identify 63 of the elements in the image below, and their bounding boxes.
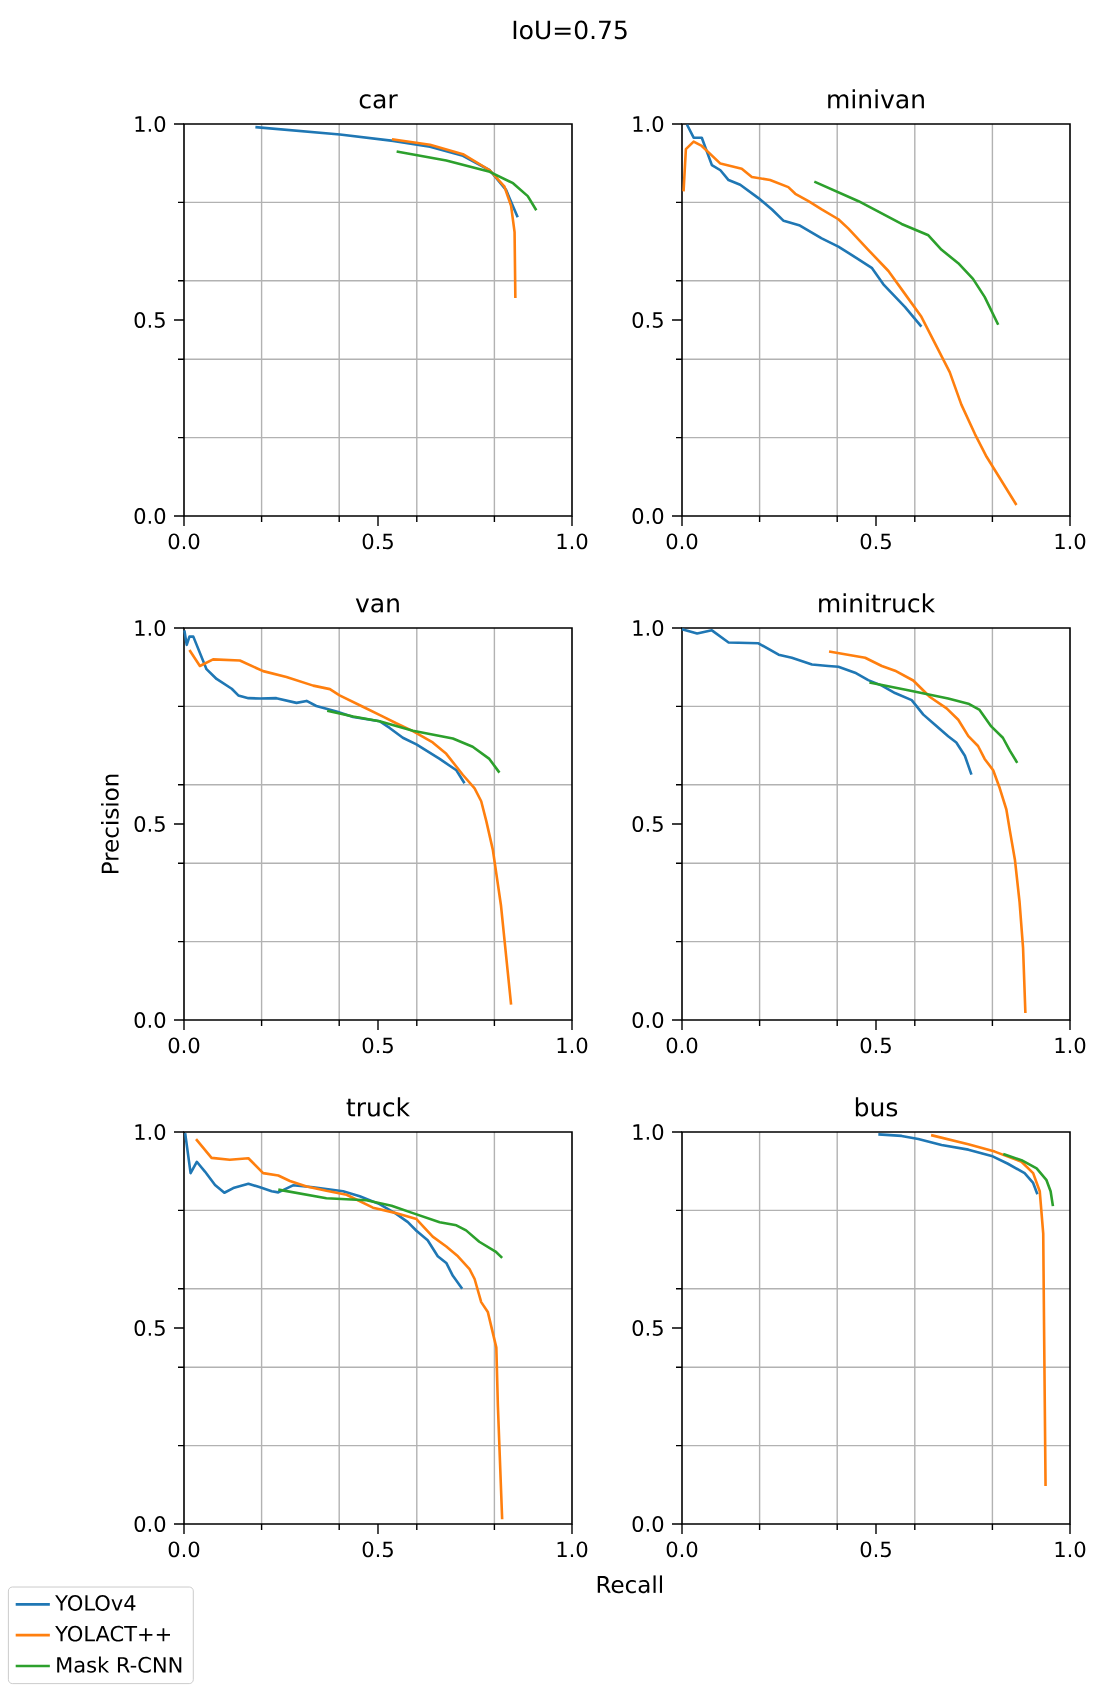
x-tick-label: 1.0 bbox=[1055, 1541, 1086, 1558]
y-tick-label: 1.0 bbox=[135, 620, 166, 636]
line-series bbox=[390, 137, 517, 300]
line-series bbox=[827, 650, 1027, 1015]
x-tick-label: 0.0 bbox=[666, 1541, 698, 1558]
legend-label: YOLOv4 bbox=[55, 1595, 136, 1611]
y-tick-label: 0.5 bbox=[134, 816, 165, 832]
y-tick-label: 0.5 bbox=[134, 1320, 165, 1336]
y-tick-label: 0.5 bbox=[632, 312, 663, 328]
chart-title: bus bbox=[855, 1097, 898, 1117]
y-tick-label: 0.5 bbox=[632, 1320, 663, 1336]
text: IoU=0.75 bbox=[513, 20, 627, 40]
y-tick-label: 1.0 bbox=[633, 1124, 664, 1140]
line-series bbox=[395, 150, 538, 212]
legend-label: YOLACT++ bbox=[55, 1625, 170, 1642]
chart-title: truck bbox=[346, 1097, 410, 1117]
line-series bbox=[877, 1133, 1039, 1196]
line-series bbox=[194, 1137, 504, 1521]
y-tick-label: 0.0 bbox=[134, 1012, 166, 1028]
x-tick-label: 0.0 bbox=[168, 1037, 200, 1054]
y-tick-label: 0.0 bbox=[632, 1516, 664, 1532]
line-series bbox=[685, 123, 923, 328]
y-tick-label: 0.5 bbox=[134, 312, 165, 328]
line-series bbox=[813, 180, 1000, 326]
line-series bbox=[929, 1133, 1047, 1488]
chart-title: minivan bbox=[828, 89, 924, 109]
y-tick-label: 0.0 bbox=[134, 508, 166, 524]
chart-title: minitruck bbox=[819, 593, 936, 613]
x-tick-label: 1.0 bbox=[1055, 533, 1086, 550]
x-tick-label: 0.5 bbox=[362, 1037, 393, 1054]
x-tick-label: 0.5 bbox=[860, 1037, 891, 1054]
y-tick-label: 0.0 bbox=[632, 508, 664, 524]
x-tick-label: 0.5 bbox=[362, 533, 393, 550]
line-series bbox=[682, 140, 1018, 507]
x-tick-label: 0.5 bbox=[362, 1541, 393, 1558]
x-tick-label: 0.5 bbox=[860, 1541, 891, 1558]
x-tick-label: 0.0 bbox=[168, 533, 200, 550]
y-tick-label: 1.0 bbox=[135, 116, 166, 132]
x-tick-label: 0.0 bbox=[666, 533, 698, 550]
chart-title: car bbox=[359, 94, 398, 109]
x-tick-label: 1.0 bbox=[1055, 1037, 1086, 1054]
chart-title: van bbox=[355, 598, 399, 613]
line-series bbox=[325, 709, 501, 774]
y-tick-label: 1.0 bbox=[633, 116, 664, 132]
line-series bbox=[680, 627, 973, 776]
x-tick-label: 1.0 bbox=[557, 1541, 588, 1558]
y-tick-label: 0.0 bbox=[632, 1012, 664, 1028]
y-tick-label: 0.5 bbox=[632, 816, 663, 832]
line-series bbox=[188, 648, 513, 1006]
line-series bbox=[276, 1188, 504, 1260]
x-tick-label: 0.5 bbox=[860, 533, 891, 550]
x-tick-label: 1.0 bbox=[557, 533, 588, 550]
y-axis-title: Precision bbox=[101, 774, 119, 874]
y-tick-label: 1.0 bbox=[633, 620, 664, 636]
legend-label: Mask R-CNN bbox=[57, 1656, 182, 1673]
y-tick-label: 0.0 bbox=[134, 1516, 166, 1532]
x-axis-title: Recall bbox=[597, 1575, 662, 1594]
line-series bbox=[1001, 1152, 1055, 1208]
x-tick-label: 0.0 bbox=[168, 1541, 200, 1558]
y-tick-label: 1.0 bbox=[135, 1124, 166, 1140]
x-tick-label: 0.0 bbox=[666, 1037, 698, 1054]
line-series bbox=[868, 681, 1019, 765]
x-tick-label: 1.0 bbox=[557, 1037, 588, 1054]
